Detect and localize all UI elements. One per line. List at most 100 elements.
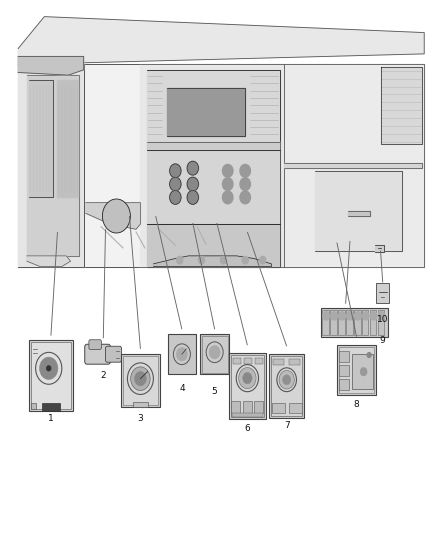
Circle shape <box>339 312 346 320</box>
Bar <box>339 351 349 362</box>
Circle shape <box>242 256 248 264</box>
Bar <box>243 401 252 413</box>
Bar <box>31 342 71 409</box>
Polygon shape <box>153 256 272 266</box>
Text: 10: 10 <box>377 315 389 324</box>
Bar <box>346 310 353 335</box>
Circle shape <box>331 312 338 320</box>
Bar <box>339 365 349 376</box>
Bar <box>338 310 345 335</box>
Circle shape <box>371 312 377 320</box>
Bar <box>232 413 263 417</box>
Polygon shape <box>147 224 280 266</box>
Polygon shape <box>57 80 78 197</box>
Circle shape <box>346 312 353 320</box>
Text: 5: 5 <box>212 387 218 396</box>
Polygon shape <box>141 64 285 266</box>
Bar <box>376 283 389 303</box>
Circle shape <box>39 357 58 379</box>
Polygon shape <box>147 70 280 150</box>
Bar <box>337 345 376 395</box>
Bar <box>121 354 160 407</box>
Bar <box>255 358 263 364</box>
Bar <box>29 340 73 411</box>
Bar <box>378 310 384 335</box>
Bar <box>289 403 302 413</box>
Polygon shape <box>381 67 422 144</box>
Polygon shape <box>285 163 422 168</box>
Polygon shape <box>27 75 79 256</box>
Bar <box>352 354 374 389</box>
Circle shape <box>177 256 183 264</box>
Circle shape <box>209 345 220 359</box>
Circle shape <box>187 190 198 204</box>
Circle shape <box>223 177 233 190</box>
Circle shape <box>240 191 251 204</box>
Circle shape <box>170 190 181 204</box>
Circle shape <box>283 375 291 385</box>
FancyBboxPatch shape <box>89 340 101 349</box>
Circle shape <box>378 312 385 320</box>
Circle shape <box>279 370 294 389</box>
Polygon shape <box>147 142 280 150</box>
Circle shape <box>362 312 369 320</box>
Polygon shape <box>86 203 141 229</box>
Bar <box>229 353 266 419</box>
Bar <box>230 355 264 417</box>
Text: 7: 7 <box>284 422 290 431</box>
Circle shape <box>323 312 329 320</box>
Polygon shape <box>315 171 403 251</box>
Circle shape <box>360 367 367 376</box>
Bar <box>273 359 284 365</box>
Polygon shape <box>166 88 245 136</box>
Circle shape <box>134 372 146 386</box>
Text: 6: 6 <box>244 424 250 433</box>
Circle shape <box>243 373 252 384</box>
Bar <box>201 334 229 374</box>
Bar <box>233 358 241 364</box>
Circle shape <box>240 165 251 177</box>
Circle shape <box>367 353 371 358</box>
Circle shape <box>102 199 131 233</box>
Bar <box>362 310 368 335</box>
Polygon shape <box>285 64 424 266</box>
Bar <box>339 347 374 393</box>
FancyBboxPatch shape <box>85 344 110 364</box>
Circle shape <box>187 177 198 191</box>
Text: 3: 3 <box>138 414 143 423</box>
Text: 2: 2 <box>100 371 106 380</box>
Polygon shape <box>18 64 84 266</box>
Circle shape <box>260 256 266 264</box>
Bar <box>354 310 360 335</box>
Text: 4: 4 <box>179 384 185 393</box>
Circle shape <box>198 256 205 264</box>
Circle shape <box>170 164 181 177</box>
Bar <box>202 336 227 373</box>
Text: 9: 9 <box>380 336 385 345</box>
Bar <box>321 308 388 337</box>
Circle shape <box>240 177 251 190</box>
Bar <box>322 310 329 335</box>
Polygon shape <box>18 17 424 64</box>
Polygon shape <box>29 80 53 197</box>
Polygon shape <box>348 211 370 216</box>
FancyBboxPatch shape <box>106 346 121 362</box>
Bar <box>231 401 240 413</box>
Circle shape <box>223 165 233 177</box>
Bar <box>254 401 263 413</box>
Bar <box>42 403 60 411</box>
Circle shape <box>131 367 150 391</box>
Bar <box>31 403 36 409</box>
Circle shape <box>177 348 187 361</box>
Circle shape <box>170 177 181 191</box>
Circle shape <box>354 312 361 320</box>
Circle shape <box>187 161 198 175</box>
Bar <box>269 354 304 418</box>
Bar <box>370 310 376 335</box>
Polygon shape <box>375 245 384 252</box>
Bar <box>133 402 148 407</box>
Polygon shape <box>18 64 424 266</box>
Text: 1: 1 <box>48 414 54 423</box>
Bar <box>271 357 302 416</box>
Polygon shape <box>147 150 280 224</box>
